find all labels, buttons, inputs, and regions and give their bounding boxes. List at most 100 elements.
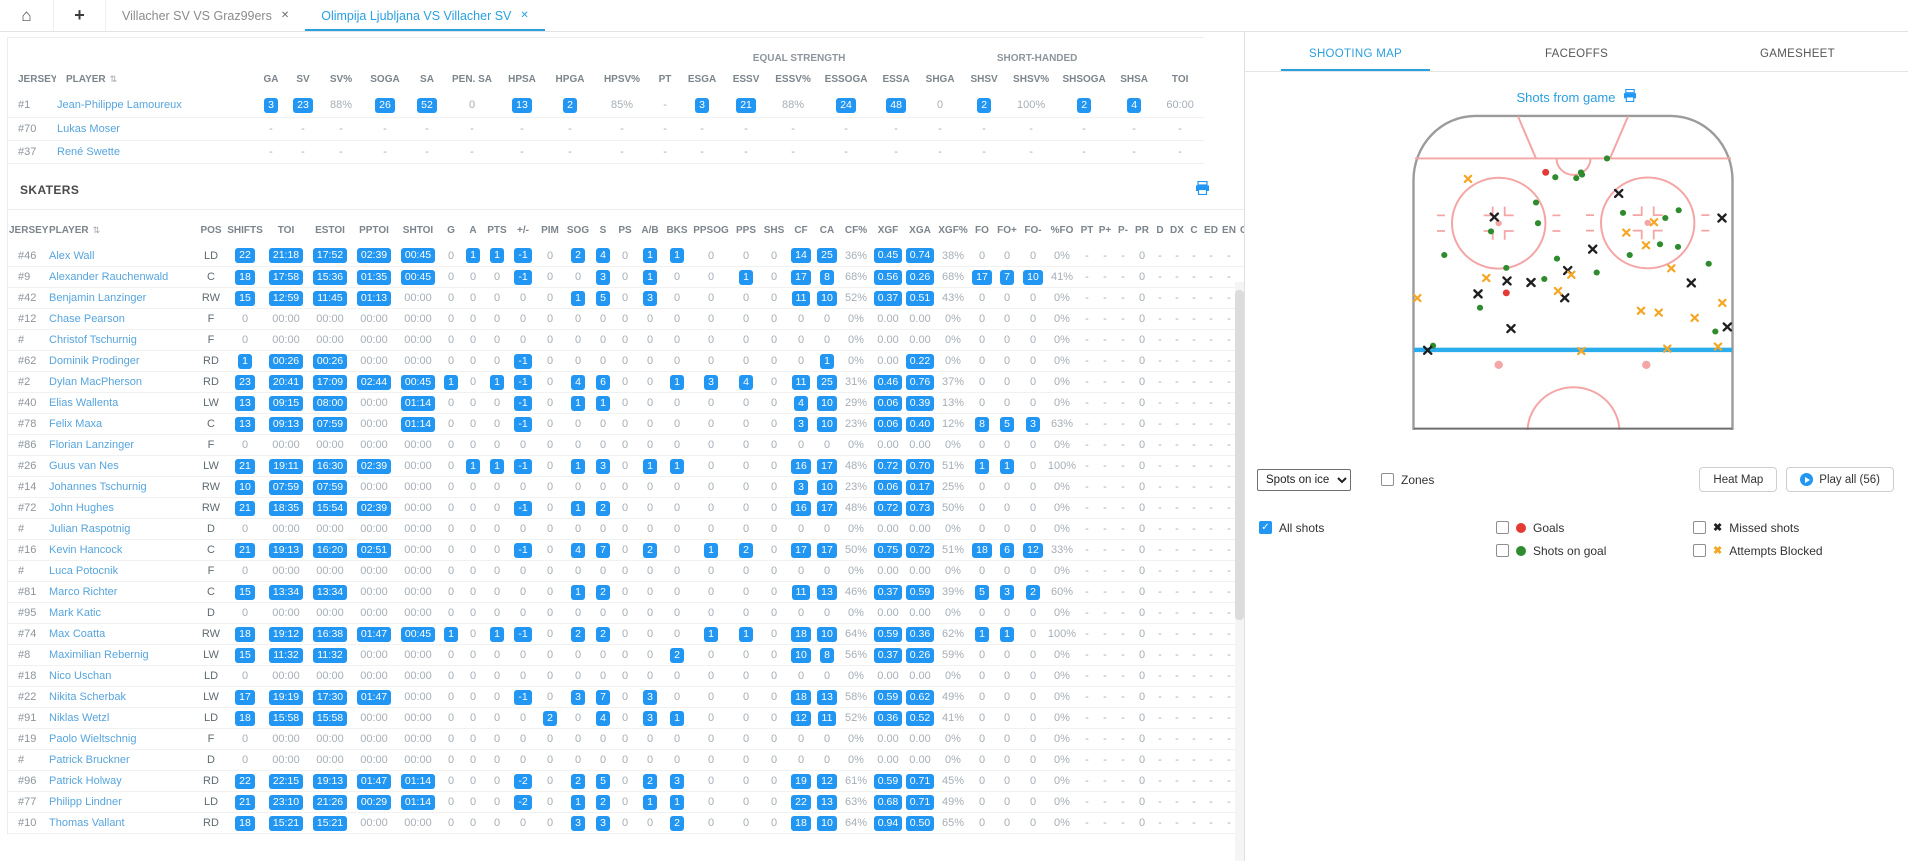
player-name-link[interactable]: Maximilian Rebernig	[48, 644, 196, 666]
column-header-jersey[interactable]: JERSEY	[18, 74, 56, 85]
column-header-pim[interactable]: PIM	[541, 224, 559, 236]
column-header-cf%[interactable]: CF%	[844, 224, 868, 236]
player-name-link[interactable]: Thomas Vallant	[48, 812, 196, 834]
column-header-pensa[interactable]: PEN. SA	[451, 74, 492, 85]
column-header-essa[interactable]: ESSA	[882, 74, 910, 85]
column-header-a[interactable]: A	[469, 224, 477, 236]
column-header-fo-[interactable]: FO-	[1024, 224, 1042, 236]
column-header-ppsog[interactable]: PPSOG	[693, 224, 729, 236]
player-name-link[interactable]: Kevin Hancock	[48, 539, 196, 561]
column-header-hpsv%[interactable]: HPSV%	[603, 74, 641, 85]
shot-marker-sog[interactable]	[1572, 175, 1579, 182]
shot-marker-miss[interactable]	[1472, 289, 1483, 299]
all-shots-filter[interactable]: ✓ All shots	[1259, 519, 1496, 536]
player-name-link[interactable]: Nico Uschan	[48, 665, 196, 687]
shot-marker-miss[interactable]	[1505, 323, 1516, 334]
column-header-soga[interactable]: SOGA	[370, 74, 400, 85]
shot-marker-miss[interactable]	[1613, 188, 1623, 199]
shot-marker-miss[interactable]	[1716, 213, 1727, 223]
shots-on-goal-filter[interactable]: Shots on goal	[1496, 542, 1693, 559]
column-header-pos[interactable]: POS	[200, 224, 222, 236]
column-header-bks[interactable]: BKS	[666, 224, 688, 236]
shot-marker-miss[interactable]	[1722, 322, 1732, 332]
column-header-ed[interactable]: ED	[1204, 224, 1218, 236]
column-header-p-[interactable]: P-	[1118, 224, 1128, 236]
shot-marker-miss[interactable]	[1559, 293, 1569, 303]
player-name-link[interactable]: Chase Pearson	[48, 308, 196, 330]
shot-marker-sog[interactable]	[1532, 199, 1539, 206]
missed-shots-checkbox[interactable]	[1693, 521, 1706, 534]
attempts-blocked-filter[interactable]: ✖ Attempts Blocked	[1693, 542, 1823, 559]
goals-filter[interactable]: Goals	[1496, 519, 1693, 536]
tab-faceoffs[interactable]: FACEOFFS	[1466, 41, 1687, 71]
player-name-link[interactable]: Johannes Tschurnig	[48, 476, 196, 498]
column-header-%fo[interactable]: %FO	[1050, 224, 1074, 236]
column-header-shsv%[interactable]: SHSV%	[1013, 74, 1050, 85]
shot-marker-block[interactable]	[1689, 313, 1699, 323]
shot-marker-block[interactable]	[1553, 286, 1562, 296]
column-header-pps[interactable]: PPS	[735, 224, 756, 236]
column-header-p+[interactable]: P+	[1098, 224, 1112, 236]
shot-marker-block[interactable]	[1412, 293, 1422, 303]
shot-marker-miss[interactable]	[1587, 244, 1597, 254]
shot-marker-block[interactable]	[1649, 218, 1658, 227]
column-header-shga[interactable]: SHGA	[925, 74, 955, 85]
column-header-hpsa[interactable]: HPSA	[508, 74, 536, 85]
player-name-link[interactable]: Mark Katic	[48, 602, 196, 624]
column-header-xgf[interactable]: XGF	[877, 224, 899, 236]
column-header-essv%[interactable]: ESSV%	[775, 74, 811, 85]
column-header-d[interactable]: D	[1156, 224, 1164, 236]
tab-villacher-vs-graz[interactable]: Villacher SV VS Graz99ers ✕	[106, 0, 305, 31]
shot-marker-sog[interactable]	[1502, 264, 1509, 271]
column-header-s[interactable]: S	[599, 224, 607, 236]
player-name-link[interactable]: Nikita Scherbak	[48, 686, 196, 708]
column-header-player[interactable]: PLAYER ⇅	[66, 74, 118, 85]
column-header-pr[interactable]: PR	[1135, 224, 1149, 236]
shot-marker-block[interactable]	[1717, 298, 1727, 308]
shot-marker-sog[interactable]	[1705, 260, 1712, 267]
column-header-esga[interactable]: ESGA	[687, 74, 717, 85]
column-header-essv[interactable]: ESSV	[732, 74, 760, 85]
close-tab-icon[interactable]: ✕	[520, 10, 529, 21]
column-header-pts[interactable]: PTS	[487, 224, 507, 236]
shot-marker-miss[interactable]	[1686, 278, 1696, 288]
shot-marker-sog[interactable]	[1674, 243, 1681, 250]
shot-marker-sog[interactable]	[1675, 207, 1682, 214]
shot-marker-sog[interactable]	[1656, 241, 1663, 248]
column-header-shsa[interactable]: SHSA	[1120, 74, 1149, 85]
zones-checkbox-row[interactable]: Zones	[1381, 473, 1434, 487]
column-header-cf[interactable]: CF	[794, 224, 808, 236]
player-name-link[interactable]: Patrick Holway	[48, 770, 196, 792]
missed-shots-filter[interactable]: ✖ Missed shots	[1693, 519, 1823, 536]
column-header-shtoi[interactable]: SHTOI	[402, 224, 434, 236]
shot-marker-block[interactable]	[1621, 228, 1631, 237]
player-name-link[interactable]: Dominik Prodinger	[48, 350, 196, 372]
shot-marker-sog[interactable]	[1534, 220, 1541, 227]
shot-marker-block[interactable]	[1666, 264, 1676, 273]
player-name-link[interactable]: Alex Wall	[48, 245, 196, 267]
column-header-pt[interactable]: PT	[658, 74, 672, 85]
column-header-pt[interactable]: PT	[1080, 224, 1094, 236]
tab-olimpija-vs-villacher[interactable]: Olimpija Ljubljana VS Villacher SV ✕	[305, 0, 545, 31]
shot-marker-miss[interactable]	[1501, 276, 1512, 286]
column-header-sv[interactable]: SV	[296, 74, 310, 85]
shot-marker-block[interactable]	[1481, 273, 1491, 283]
player-name-link[interactable]: John Hughes	[48, 497, 196, 519]
player-name-link[interactable]: Alexander Rauchenwald	[48, 266, 196, 288]
player-name-link[interactable]: Julian Raspotnig	[48, 518, 196, 540]
shot-marker-sog[interactable]	[1593, 269, 1600, 276]
column-header-ce[interactable]: CE	[1238, 209, 1244, 246]
column-header-pptoi[interactable]: PPTOI	[359, 224, 389, 236]
shot-marker-sog[interactable]	[1711, 328, 1718, 335]
shot-marker-sog[interactable]	[1487, 228, 1494, 235]
column-header-+-[interactable]: +/-	[517, 224, 529, 236]
shot-marker-block[interactable]	[1662, 344, 1672, 353]
column-header-en[interactable]: EN	[1222, 224, 1236, 236]
player-name-link[interactable]: Dylan MacPherson	[48, 371, 196, 393]
column-header-jersey[interactable]: JERSEY	[9, 224, 48, 236]
print-icon[interactable]	[1195, 180, 1210, 200]
shot-marker-block[interactable]	[1463, 174, 1472, 184]
player-name-link[interactable]: Paolo Wieltschnig	[48, 728, 196, 750]
column-header-xgf%[interactable]: XGF%	[938, 224, 968, 236]
home-button[interactable]: ⌂	[0, 0, 54, 31]
